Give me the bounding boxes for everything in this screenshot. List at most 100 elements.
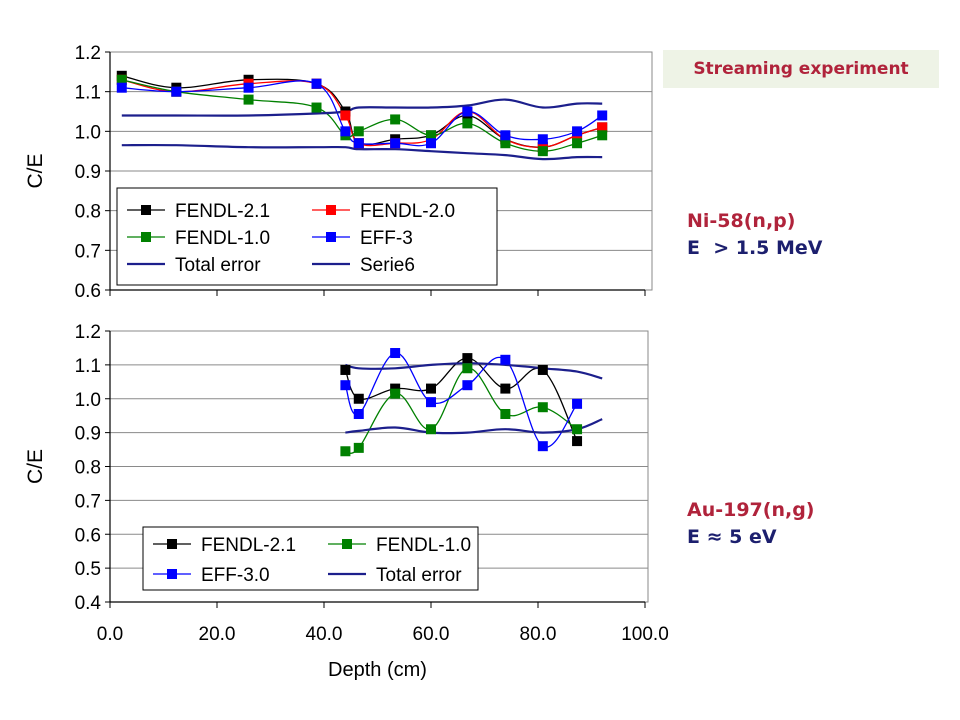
legend-label-total-error: Total error	[175, 255, 261, 276]
data-point-eff-3-0	[500, 354, 511, 365]
data-point-eff-3-0	[390, 348, 401, 359]
y-axis-label: C/E	[24, 153, 47, 188]
data-point-eff-3-0	[426, 397, 436, 408]
legend-label-fendl-1-0: FENDL-1.0	[376, 535, 471, 556]
y-tick-label: 1.0	[75, 390, 101, 411]
data-point-eff-3	[597, 110, 608, 121]
data-point-fendl-1-0	[462, 363, 473, 374]
legend-box	[116, 187, 498, 286]
data-point-fendl-1-0	[537, 402, 548, 413]
series-line-serie6	[121, 143, 603, 161]
data-point-fendl-2-1	[353, 393, 364, 404]
x-tick-label: 40.0	[306, 624, 343, 645]
y-tick-label: 0.8	[75, 202, 101, 223]
data-point-fendl-2-0	[597, 122, 608, 133]
data-point-eff-3	[572, 126, 583, 137]
data-point-fendl-2-1	[462, 353, 473, 364]
data-point-fendl-2-1	[426, 383, 436, 394]
legend-marker-fendl-2-0	[326, 205, 336, 215]
data-point-eff-3	[340, 126, 351, 137]
bottom-reaction-name: Au-197(n,g)	[687, 499, 815, 521]
y-tick-label: 1.2	[75, 43, 101, 64]
streaming-experiment-banner: Streaming experiment	[663, 50, 939, 88]
data-point-eff-3	[426, 138, 436, 149]
data-point-eff-3	[116, 82, 127, 93]
legend-label-fendl-2-0: FENDL-2.0	[360, 201, 455, 222]
data-point-eff-3	[353, 138, 364, 149]
legend-marker-fendl-2-1	[141, 205, 151, 215]
series-line-total-error	[345, 362, 603, 380]
bottom-reaction-energy: E ≈ 5 eV	[687, 526, 777, 548]
y-tick-label: 0.7	[75, 491, 101, 512]
data-point-fendl-1-0	[572, 424, 583, 435]
data-point-eff-3-0	[462, 380, 473, 391]
data-point-fendl-1-0	[426, 424, 436, 435]
legend: FENDL-2.1 FENDL-1.0 EFF-3.0 Total error	[142, 526, 479, 591]
data-point-fendl-1-0	[116, 74, 127, 85]
y-tick-label: 0.6	[75, 281, 101, 302]
data-point-fendl-1-0	[537, 146, 548, 157]
y-tick-label: 1.2	[75, 322, 101, 343]
chart-2: 0.4 0.5 0.6 0.7 0.8 0.9 1.0 1.1 1.2 0.0 20.0 40.0 60…	[24, 322, 669, 681]
series-group	[340, 348, 603, 457]
data-point-fendl-1-0	[500, 138, 511, 149]
data-point-eff-3	[537, 134, 548, 145]
x-tick-label: 80.0	[520, 624, 557, 645]
bottom-reaction-label: Au-197(n,g) E ≈ 5 eV	[687, 497, 815, 551]
legend-marker-fendl-2-1	[167, 539, 177, 549]
y-tick-label: 0.5	[75, 559, 101, 580]
data-point-fendl-2-1	[390, 383, 401, 394]
data-point-fendl-2-1	[500, 383, 511, 394]
series-line-fendl-1-0	[345, 367, 578, 454]
data-point-fendl-1-0	[311, 102, 322, 113]
data-point-eff-3	[171, 86, 182, 97]
x-tick-label: 60.0	[413, 624, 450, 645]
top-reaction-label: Ni-58(n,p) E > 1.5 MeV	[687, 208, 823, 262]
data-point-eff-3-0	[537, 441, 548, 452]
y-tick-label: 0.9	[75, 162, 101, 183]
legend-label-fendl-1-0: FENDL-1.0	[175, 228, 270, 249]
x-tick-label: 20.0	[199, 624, 236, 645]
legend-marker-fendl-1-0	[342, 539, 352, 549]
data-point-fendl-2-1	[340, 364, 351, 375]
y-tick-label: 1.1	[75, 356, 101, 377]
data-point-eff-3	[462, 106, 473, 117]
y-tick-label: 0.7	[75, 241, 101, 262]
series-line-total-error	[121, 98, 603, 117]
legend-marker-eff-3-0	[167, 569, 177, 579]
data-point-eff-3-0	[353, 408, 364, 419]
y-tick-label: 0.9	[75, 424, 101, 445]
legend-box	[142, 526, 479, 591]
x-tick-label: 100.0	[621, 624, 669, 645]
y-tick-label: 1.0	[75, 122, 101, 143]
data-point-fendl-1-0	[353, 126, 364, 137]
data-point-fendl-2-1	[572, 436, 583, 447]
data-point-fendl-2-1	[537, 364, 548, 375]
data-point-eff-3-0	[340, 380, 351, 391]
data-point-fendl-1-0	[353, 442, 364, 453]
y-axis-label: C/E	[24, 449, 47, 484]
data-point-fendl-1-0	[426, 130, 436, 141]
data-point-fendl-1-0	[340, 446, 351, 457]
data-point-fendl-1-0	[243, 94, 254, 105]
data-point-fendl-1-0	[597, 130, 608, 141]
top-reaction-name: Ni-58(n,p)	[687, 210, 796, 232]
data-point-fendl-1-0	[572, 138, 583, 149]
top-reaction-energy: E > 1.5 MeV	[687, 237, 823, 259]
x-tick-label: 0.0	[97, 624, 123, 645]
series-line-unnamed-4	[345, 418, 603, 435]
y-tick-label: 1.1	[75, 83, 101, 104]
legend-label-serie6: Serie6	[360, 255, 415, 276]
data-point-fendl-1-0	[462, 118, 473, 129]
y-tick-label: 0.8	[75, 458, 101, 479]
legend-label-total-error: Total error	[376, 565, 462, 586]
data-point-eff-3	[500, 130, 511, 141]
data-point-fendl-1-0	[500, 408, 511, 419]
legend-label-fendl-2-1: FENDL-2.1	[201, 535, 296, 556]
data-point-eff-3-0	[572, 398, 583, 409]
series-group	[116, 70, 608, 161]
data-point-fendl-2-0	[340, 110, 351, 121]
x-axis-label: Depth (cm)	[328, 659, 427, 681]
